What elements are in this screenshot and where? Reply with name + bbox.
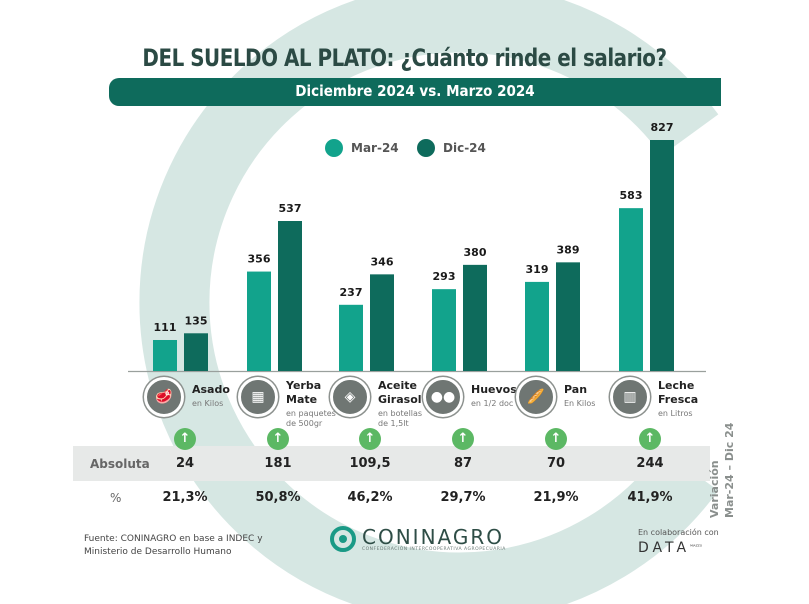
bar-mar-24-2 [339, 304, 363, 371]
category-name: Yerba Mate [286, 379, 322, 406]
legend-item-mar24: Mar-24 [325, 139, 399, 157]
data-label-dic-24-4: 389 [557, 243, 580, 256]
absolute-value-0: 24 [175, 456, 195, 471]
data-label-mar-24-3: 293 [433, 270, 456, 283]
category-name: Asado [192, 383, 230, 396]
ring-arc [139, 0, 719, 604]
absolute-value-1: 181 [264, 456, 292, 471]
category-unit: en paquetes de 500gr [286, 409, 336, 428]
data-label-dic-24-5: 827 [651, 121, 674, 134]
data-logo-sup: MIAZZO [690, 543, 703, 548]
bar-dic-24-4 [556, 262, 580, 371]
bar-dic-24-1 [278, 221, 302, 371]
bar-mar-24-5 [619, 208, 643, 371]
data-label-mar-24-4: 319 [526, 263, 549, 276]
arrow-up-icon: ↑ [174, 428, 196, 450]
data-label-mar-24-2: 237 [340, 286, 363, 299]
bar-mar-24-0 [153, 339, 177, 371]
subtitle-text: Diciembre 2024 vs. Marzo 2024 [295, 82, 535, 100]
absolute-value-5: 244 [636, 456, 664, 471]
data-label-mar-24-1: 356 [248, 253, 271, 266]
oil-bottle-icon: ◈ [330, 377, 370, 417]
arrow-up-icon: ↑ [359, 428, 381, 450]
bar-dic-24-5 [650, 140, 674, 371]
category-unit: en botellas de 1,5lt [378, 409, 423, 428]
bread-icon: 🥖 [516, 377, 556, 417]
source-line-2: Ministerio de Desarrollo Humano [84, 547, 232, 557]
data-label-mar-24-0: 111 [154, 321, 177, 334]
category-unit: en 1/2 doc [471, 399, 514, 408]
percent-value-2: 46,2% [347, 490, 393, 505]
coninagro-logo-sub: CONFEDERACIÓN INTERCOOPERATIVA AGROPECUA… [362, 546, 506, 552]
category-unit: en Kilos [192, 399, 224, 408]
category-0: 🥩 Asado en Kilos [144, 375, 244, 435]
legend-item-dic24: Dic-24 [417, 139, 486, 157]
data-logo-text: DATA [638, 540, 691, 556]
milk-icon: ▥ [610, 377, 650, 417]
variation-label-line1: Variación [708, 460, 721, 518]
variation-label-line2: Mar-24 – Dic 24 [723, 422, 736, 518]
eggs-icon: ●● [423, 377, 463, 417]
data-label-dic-24-1: 537 [279, 202, 302, 215]
absolute-value-2: 109,5 [349, 456, 391, 471]
arrow-up-icon: ↑ [267, 428, 289, 450]
coninagro-logo-name: CONINAGRO [362, 524, 504, 549]
bar-dic-24-0 [184, 333, 208, 371]
percent-value-5: 41,9% [627, 490, 673, 505]
yerba-package-icon: ▦ [238, 377, 278, 417]
collaboration-text: En colaboración con [638, 528, 719, 537]
data-label-dic-24-2: 346 [371, 255, 394, 268]
bar-mar-24-1 [247, 271, 271, 371]
percent-row-label: % [110, 491, 122, 505]
percent-value-3: 29,7% [440, 490, 486, 505]
legend-swatch-mar24 [325, 139, 343, 157]
absolute-value-4: 70 [546, 456, 566, 471]
category-name: Leche Fresca [658, 379, 699, 406]
category-4: 🥖 Pan En Kilos [516, 375, 616, 435]
category-name: Aceite Girasol [378, 379, 422, 406]
bar-mar-24-4 [525, 281, 549, 371]
bar-mar-24-3 [432, 289, 456, 371]
data-label-mar-24-5: 583 [620, 189, 643, 202]
coninagro-mark-icon [330, 526, 356, 552]
subtitle-banner: Diciembre 2024 vs. Marzo 2024 [109, 78, 721, 106]
category-name: Pan [564, 383, 588, 396]
bar-dic-24-3 [463, 264, 487, 371]
data-label-dic-24-0: 135 [185, 314, 208, 327]
meat-icon: 🥩 [144, 377, 184, 417]
legend-swatch-dic24 [417, 139, 435, 157]
category-5: ▥ Leche Fresca en Litros [610, 375, 710, 435]
category-unit: en Litros [658, 409, 693, 418]
data-logo: DATAMIAZZO [638, 540, 702, 556]
coninagro-logo: CONINAGRO CONFEDERACIÓN INTERCOOPERATIVA… [330, 526, 506, 552]
source-note: Fuente: CONINAGRO en base a INDEC y Mini… [84, 533, 284, 559]
bar-dic-24-2 [370, 274, 394, 371]
category-1: ▦ Yerba Mate en paquetes de 500gr [238, 375, 338, 435]
percent-value-1: 50,8% [255, 490, 301, 505]
legend-label-mar24: Mar-24 [351, 141, 399, 155]
legend-label-dic24: Dic-24 [443, 141, 486, 155]
absolute-row-label: Absoluta [90, 457, 150, 471]
category-3: ●● Huevos en 1/2 doc [423, 375, 523, 435]
arrow-up-icon: ↑ [639, 428, 661, 450]
absolute-variation-row [73, 446, 710, 481]
category-name: Huevos [471, 383, 517, 396]
percent-value-4: 21,9% [533, 490, 579, 505]
data-label-dic-24-3: 380 [464, 246, 487, 259]
arrow-up-icon: ↑ [545, 428, 567, 450]
absolute-value-3: 87 [453, 456, 473, 471]
variation-side-label: Variación Mar-24 – Dic 24 [690, 423, 750, 520]
arrow-up-icon: ↑ [452, 428, 474, 450]
category-unit: En Kilos [564, 399, 596, 408]
percent-value-0: 21,3% [162, 490, 208, 505]
source-line-1: Fuente: CONINAGRO en base a INDEC y [84, 534, 263, 544]
page-title: DEL SUELDO AL PLATO: ¿Cuánto rinde el sa… [142, 44, 667, 72]
category-2: ◈ Aceite Girasol en botellas de 1,5lt [330, 375, 430, 435]
